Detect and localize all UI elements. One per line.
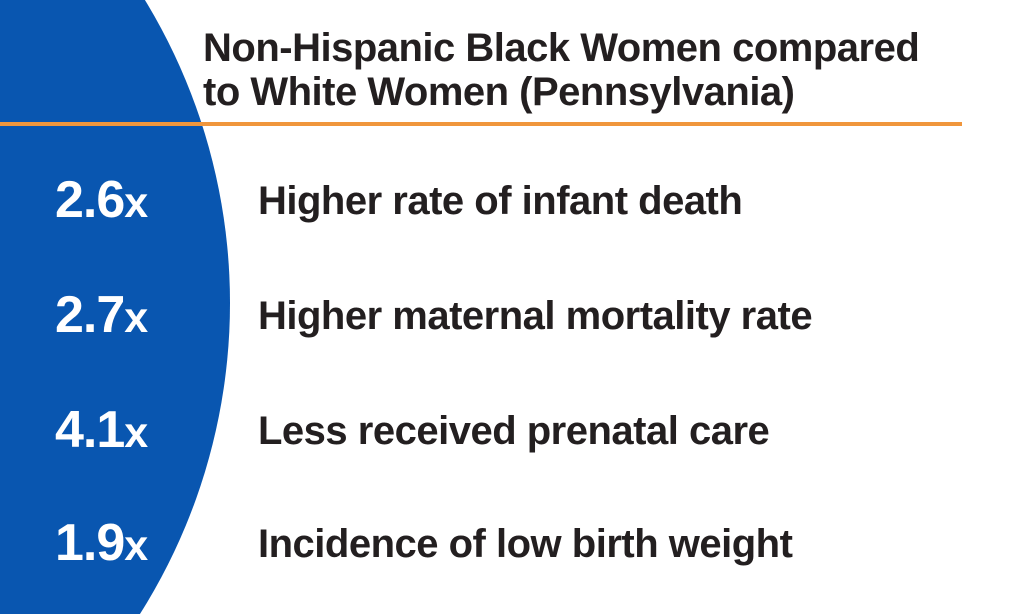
- stat-value-multiplier-suffix: x: [124, 294, 149, 342]
- stat-value-multiplier-suffix: x: [124, 409, 149, 457]
- stat-label: Higher maternal mortality rate: [258, 294, 813, 338]
- stat-value-number: 4.1: [55, 401, 125, 459]
- stat-label: Higher rate of infant death: [258, 179, 743, 223]
- page-title-line2: to White Women (Pennsylvania): [203, 70, 795, 114]
- stat-value-multiplier-suffix: x: [124, 522, 149, 570]
- stat-row-maternal-mortality: 2.7x Higher maternal mortality rate: [0, 286, 1024, 341]
- stat-value-multiplier-suffix: x: [124, 179, 149, 227]
- stat-value-number: 1.9: [55, 514, 125, 572]
- stat-value: 4.1x: [55, 404, 258, 456]
- stat-value: 1.9x: [55, 517, 258, 569]
- stat-row-infant-death: 2.6x Higher rate of infant death: [0, 171, 1024, 226]
- stat-label: Incidence of low birth weight: [258, 522, 793, 566]
- stat-row-prenatal-care: 4.1x Less received prenatal care: [0, 401, 1024, 456]
- stat-label: Less received prenatal care: [258, 409, 770, 453]
- stat-value: 2.7x: [55, 289, 258, 341]
- stat-value: 2.6x: [55, 174, 258, 226]
- divider-line: [0, 122, 962, 126]
- stat-row-low-birth-weight: 1.9x Incidence of low birth weight: [0, 514, 1024, 569]
- stat-value-number: 2.6: [55, 171, 125, 229]
- stat-value-number: 2.7: [55, 286, 125, 344]
- page-title-line1: Non-Hispanic Black Women compared: [203, 26, 920, 70]
- page-title: Non-Hispanic Black Women compared to Whi…: [203, 26, 983, 114]
